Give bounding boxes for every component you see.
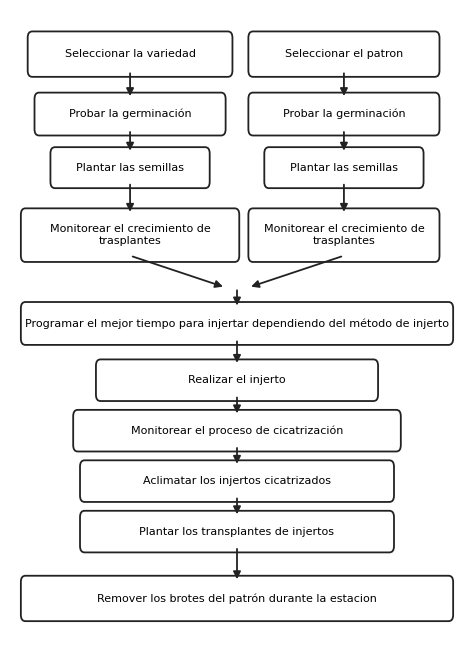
FancyBboxPatch shape [50, 147, 210, 188]
FancyBboxPatch shape [248, 93, 439, 135]
FancyBboxPatch shape [21, 576, 453, 621]
Text: Realizar el injerto: Realizar el injerto [188, 375, 286, 385]
FancyBboxPatch shape [80, 461, 394, 502]
Text: Plantar los transplantes de injertos: Plantar los transplantes de injertos [139, 527, 335, 537]
Text: Monitorear el proceso de cicatrización: Monitorear el proceso de cicatrización [131, 426, 343, 436]
FancyBboxPatch shape [21, 302, 453, 345]
Text: Monitorear el crecimiento de
trasplantes: Monitorear el crecimiento de trasplantes [50, 224, 210, 246]
Text: Plantar las semillas: Plantar las semillas [290, 163, 398, 173]
FancyBboxPatch shape [248, 32, 439, 77]
Text: Aclimatar los injertos cicatrizados: Aclimatar los injertos cicatrizados [143, 476, 331, 486]
Text: Remover los brotes del patrón durante la estacion: Remover los brotes del patrón durante la… [97, 593, 377, 604]
FancyBboxPatch shape [27, 32, 232, 77]
FancyBboxPatch shape [264, 147, 424, 188]
Text: Seleccionar el patron: Seleccionar el patron [285, 49, 403, 59]
FancyBboxPatch shape [21, 208, 239, 262]
FancyBboxPatch shape [80, 510, 394, 553]
Text: Seleccionar la variedad: Seleccionar la variedad [64, 49, 196, 59]
FancyBboxPatch shape [35, 93, 226, 135]
Text: Probar la germinación: Probar la germinación [283, 109, 405, 120]
Text: Monitorear el crecimiento de
trasplantes: Monitorear el crecimiento de trasplantes [264, 224, 424, 246]
FancyBboxPatch shape [248, 208, 439, 262]
FancyBboxPatch shape [73, 410, 401, 451]
Text: Probar la germinación: Probar la germinación [69, 109, 191, 120]
Text: Plantar las semillas: Plantar las semillas [76, 163, 184, 173]
Text: Programar el mejor tiempo para injertar dependiendo del método de injerto: Programar el mejor tiempo para injertar … [25, 318, 449, 328]
FancyBboxPatch shape [96, 359, 378, 401]
